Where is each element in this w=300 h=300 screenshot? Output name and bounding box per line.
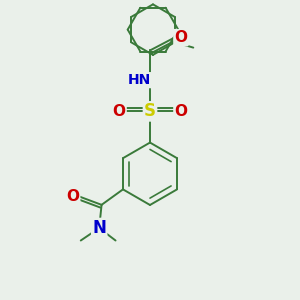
Text: HN: HN [128, 73, 151, 87]
Text: O: O [174, 30, 188, 45]
Text: N: N [92, 219, 106, 237]
Text: O: O [174, 104, 188, 119]
Text: O: O [66, 189, 79, 204]
Text: S: S [144, 102, 156, 120]
Text: O: O [112, 104, 126, 119]
